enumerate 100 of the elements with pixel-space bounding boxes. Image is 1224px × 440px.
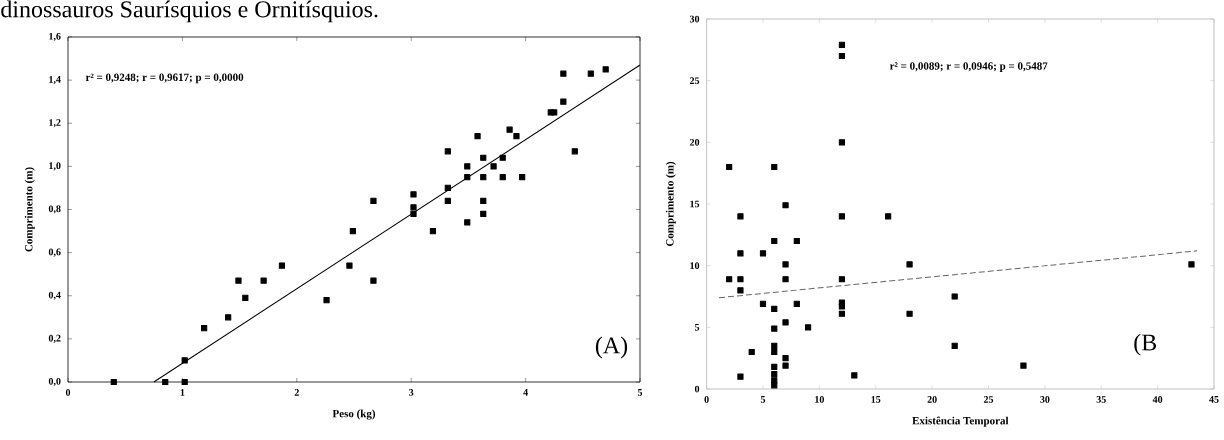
point — [771, 163, 778, 171]
annotation: (B — [1134, 333, 1157, 356]
point — [499, 174, 506, 181]
point — [513, 133, 520, 140]
point — [737, 373, 744, 380]
point — [737, 250, 744, 257]
point — [181, 357, 188, 364]
point — [793, 300, 800, 307]
point — [771, 305, 778, 312]
point — [110, 378, 117, 386]
point — [885, 213, 892, 220]
x-tick-label: 40 — [1152, 396, 1163, 403]
point — [323, 296, 330, 304]
point — [410, 204, 417, 211]
point — [782, 276, 789, 283]
x-tick-label: 1 — [180, 389, 185, 396]
point — [793, 237, 800, 245]
point — [346, 262, 353, 269]
point — [370, 197, 377, 204]
y-tick-label: 0,6 — [48, 248, 61, 257]
point — [771, 371, 778, 378]
point — [444, 197, 451, 204]
x-tick-label: 0 — [704, 396, 709, 403]
point — [519, 174, 526, 181]
x-axis-title: Peso (kg) — [332, 409, 376, 420]
y-tick-label: 0,8 — [48, 205, 61, 214]
point — [782, 355, 789, 362]
point — [771, 325, 778, 332]
point — [464, 163, 471, 170]
point — [571, 148, 578, 155]
point — [464, 219, 471, 226]
point — [444, 184, 451, 192]
point — [506, 126, 513, 133]
point — [771, 237, 778, 245]
point — [838, 276, 846, 283]
point — [782, 362, 789, 369]
point — [242, 294, 249, 301]
y-tick-label: 20 — [689, 138, 700, 146]
point — [804, 324, 812, 331]
annotation: r² = 0,9248; r = 0,9617; p = 0,0000 — [85, 73, 244, 84]
x-tick-label: 0 — [65, 389, 71, 396]
point — [1020, 362, 1027, 369]
point — [838, 41, 846, 49]
point — [771, 377, 778, 384]
point — [782, 319, 789, 326]
y-tick-label: 1,6 — [49, 32, 61, 42]
point — [410, 191, 417, 198]
x-tick-label: 10 — [815, 396, 824, 403]
point — [737, 276, 744, 283]
point — [851, 372, 858, 379]
point — [838, 213, 846, 220]
point — [1188, 261, 1195, 268]
y-axis-title: Comprimento (m) — [24, 167, 35, 252]
text: dinossauros Saurísquios e Ornitísquios. — [1, 0, 378, 23]
y-tick-label: 1,0 — [49, 162, 61, 171]
x-tick-label: 4 — [523, 389, 528, 396]
x-tick-label: 20 — [927, 396, 937, 403]
point — [782, 261, 789, 268]
point — [181, 378, 188, 386]
point — [474, 133, 481, 140]
x-tick-label: 2 — [294, 389, 299, 396]
x-axis-title: Existência Temporal — [912, 416, 1009, 427]
point — [235, 277, 242, 284]
point — [838, 310, 846, 317]
y-tick-label: 0,0 — [48, 377, 61, 387]
point — [838, 52, 846, 60]
point — [560, 98, 567, 105]
point — [726, 276, 733, 283]
point — [737, 287, 744, 294]
y-tick-label: 5 — [694, 324, 700, 331]
point — [951, 293, 958, 300]
point — [602, 66, 609, 73]
point — [759, 300, 767, 307]
point — [349, 227, 356, 235]
point — [480, 197, 487, 204]
x-tick-label: 5 — [637, 389, 643, 396]
y-tick-label: 10 — [690, 262, 700, 270]
x-tick-label: 15 — [871, 396, 881, 403]
y-tick-label: 1,4 — [49, 76, 61, 85]
point — [480, 174, 487, 181]
point — [410, 210, 417, 217]
y-tick-label: 25 — [689, 77, 700, 85]
point — [906, 310, 913, 317]
point — [499, 154, 506, 161]
point — [951, 342, 958, 349]
point — [480, 154, 487, 161]
point — [782, 202, 789, 209]
point — [726, 163, 733, 171]
point — [490, 163, 497, 170]
point — [737, 213, 744, 220]
point — [278, 262, 286, 269]
point — [748, 348, 755, 356]
annotation: (A) — [595, 336, 628, 359]
y-tick-label: 0,2 — [48, 334, 61, 343]
y-tick-label: 1,2 — [49, 119, 61, 128]
point — [260, 277, 267, 284]
point — [444, 148, 451, 155]
annotation: r² = 0,0089; r = 0,0946; p = 0,5487 — [889, 62, 1048, 72]
point — [771, 382, 778, 389]
x-tick-label: 30 — [1040, 396, 1050, 403]
